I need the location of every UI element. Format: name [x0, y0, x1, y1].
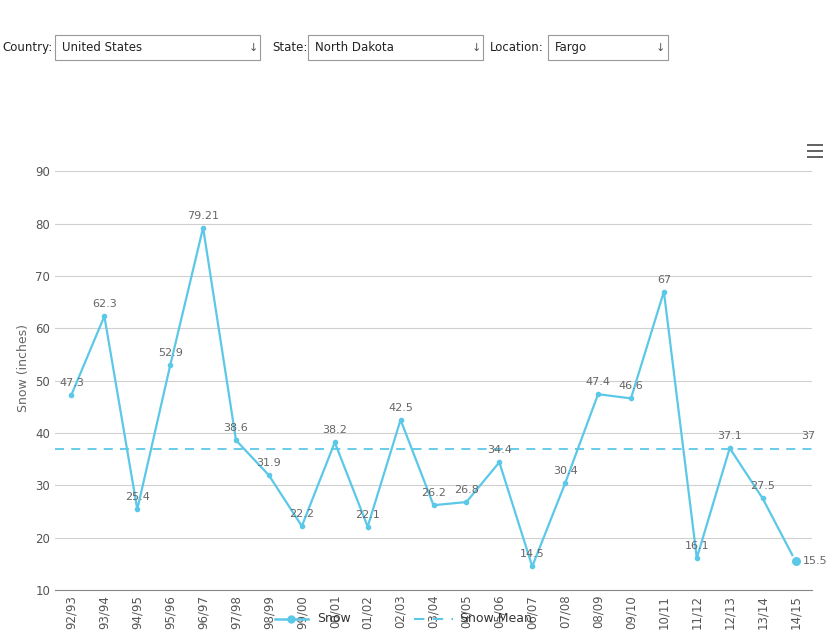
Text: 79.21: 79.21 [187, 211, 219, 221]
Text: 67: 67 [657, 274, 671, 285]
FancyBboxPatch shape [548, 35, 668, 60]
Text: North Dakota: North Dakota [315, 41, 394, 54]
Text: 46.6: 46.6 [619, 381, 643, 392]
Text: ↓: ↓ [655, 42, 665, 53]
Text: ↓: ↓ [248, 42, 258, 53]
Text: 47.3: 47.3 [59, 378, 84, 388]
Text: 26.2: 26.2 [421, 488, 446, 498]
FancyBboxPatch shape [308, 35, 483, 60]
Text: 37: 37 [801, 431, 815, 441]
Text: 27.5: 27.5 [750, 481, 775, 492]
Text: 38.2: 38.2 [323, 426, 347, 435]
Text: 31.9: 31.9 [256, 458, 281, 469]
Text: Country:: Country: [2, 41, 52, 54]
Text: Year-Over-Year Comparison for Fargo, ND (elev. 899ft): 10/01 - 02/23: Year-Over-Year Comparison for Fargo, ND … [152, 8, 675, 22]
Text: Snow Mean: Snow Mean [460, 613, 532, 626]
Text: 14.5: 14.5 [520, 549, 545, 560]
Text: 42.5: 42.5 [388, 403, 413, 413]
Text: 38.6: 38.6 [223, 423, 248, 433]
Text: 15.5: 15.5 [802, 556, 827, 566]
Text: 22.2: 22.2 [289, 509, 314, 519]
Text: 37.1: 37.1 [717, 431, 742, 441]
Text: Fargo: Fargo [555, 41, 587, 54]
Text: 22.1: 22.1 [356, 510, 380, 520]
Text: 26.8: 26.8 [454, 485, 479, 495]
Text: 14/15: 14/15 [78, 96, 122, 110]
Text: 62.3: 62.3 [92, 299, 117, 309]
Text: Snow: Snow [195, 69, 250, 87]
Text: Snow: Snow [318, 613, 351, 626]
Text: 47.4: 47.4 [586, 378, 610, 387]
Text: United States: United States [62, 41, 142, 54]
Text: # Years: 23: # Years: 23 [195, 122, 266, 135]
Text: Value: 15.50in: Value: 15.50in [195, 90, 284, 103]
Text: Location:: Location: [490, 41, 543, 54]
Text: 34.4: 34.4 [487, 445, 512, 455]
FancyBboxPatch shape [55, 35, 260, 60]
Text: Rank: 2nd driest: Rank: 2nd driest [195, 106, 298, 119]
Text: 25.4: 25.4 [125, 492, 150, 503]
Text: 30.4: 30.4 [552, 466, 577, 476]
Text: 16.1: 16.1 [685, 541, 709, 551]
Text: ↓: ↓ [471, 42, 480, 53]
Text: 52.9: 52.9 [158, 349, 183, 358]
Y-axis label: Snow (inches): Snow (inches) [17, 324, 30, 412]
Text: State:: State: [272, 41, 308, 54]
